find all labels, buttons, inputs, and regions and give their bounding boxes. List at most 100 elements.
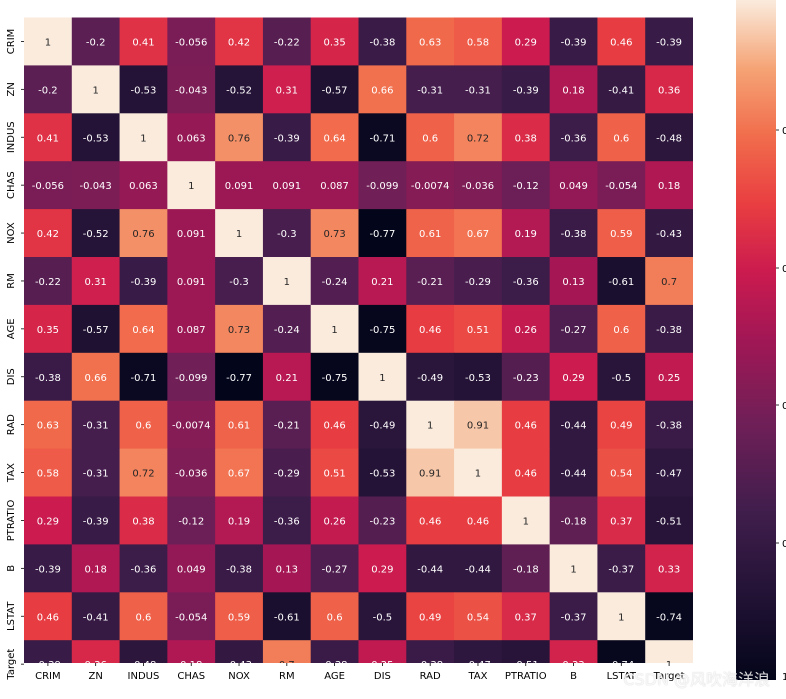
- heatmap-cell-B-DIS: [358, 544, 407, 593]
- heatmap-cell-NOX-RM: [262, 209, 312, 258]
- cell-label-B-LSTAT: -0.37: [608, 564, 634, 575]
- heatmap-cell-CHAS-NOX: [215, 161, 264, 210]
- cell-label-CRIM-AGE: 0.35: [323, 37, 345, 48]
- cell-label-RM-AGE: -0.24: [322, 277, 348, 288]
- heatmap-cell-PTRATIO-DIS: [358, 496, 407, 545]
- heatmap-cell-LSTAT-LSTAT: [597, 592, 646, 641]
- cell-label-RAD-AGE: 0.46: [323, 421, 345, 432]
- cell-label-INDUS-INDUS: 1: [140, 133, 146, 144]
- heatmap-cell-ZN-CRIM: [24, 65, 73, 114]
- cell-label-ZN-TAX: -0.31: [465, 85, 491, 96]
- heatmap-cell-B-Target: [645, 544, 693, 593]
- colorbar-tick-label: 0: [782, 264, 786, 275]
- cell-label-NOX-Target: -0.43: [656, 229, 682, 240]
- heatmap-cell-RM-AGE: [310, 257, 359, 306]
- cell-label-RAD-DIS: -0.49: [369, 421, 395, 432]
- cell-label-RAD-PTRATIO: 0.46: [515, 421, 537, 432]
- cell-label-LSTAT-B: -0.37: [561, 612, 587, 623]
- cell-label-ZN-B: 0.18: [562, 85, 584, 96]
- heatmap-cell-ZN-AGE: [310, 65, 359, 114]
- heatmap-cell-DIS-B: [549, 352, 598, 402]
- cell-label-INDUS-TAX: 0.72: [467, 133, 489, 144]
- heatmap-cell-NOX-AGE: [310, 209, 359, 258]
- heatmap-cell-INDUS-B: [549, 113, 598, 162]
- heatmap-cell-CRIM-TAX: [454, 17, 503, 66]
- cell-label-INDUS-B: -0.36: [561, 133, 587, 144]
- cell-label-DIS-RAD: -0.49: [417, 373, 443, 384]
- heatmap-cell-RM-RAD: [406, 257, 455, 306]
- heatmap-cell-PTRATIO-ZN: [71, 496, 121, 545]
- heatmap-cell-B-NOX: [215, 544, 264, 593]
- heatmap-cell-Target-CRIM: [24, 640, 73, 663]
- cell-label-CHAS-B: 0.049: [559, 181, 588, 192]
- heatmap-cell-TAX-Target: [645, 448, 693, 497]
- cell-label-ZN-RAD: -0.31: [417, 85, 443, 96]
- heatmap-cell-CHAS-B: [549, 161, 598, 210]
- heatmap-cell-NOX-DIS: [358, 209, 407, 258]
- cell-label-Target-B: 0.33: [562, 660, 584, 671]
- y-tick-label-CRIM: CRIM: [6, 29, 17, 55]
- heatmap-cell-NOX-Target: [645, 209, 693, 258]
- cell-label-Target-CRIM: -0.39: [35, 660, 61, 671]
- cell-label-B-CRIM: -0.39: [35, 564, 61, 575]
- heatmap-cell-AGE-DIS: [358, 304, 407, 354]
- cell-label-RAD-B: -0.44: [561, 421, 587, 432]
- y-tick-label-LSTAT: LSTAT: [6, 601, 17, 631]
- cell-label-TAX-ZN: -0.31: [83, 469, 109, 480]
- cell-label-TAX-DIS: -0.53: [369, 469, 395, 480]
- heatmap-cell-RM-B: [549, 257, 598, 306]
- heatmap-cell-TAX-TAX: [454, 448, 503, 497]
- heatmap-cell-ZN-RAD: [406, 65, 455, 114]
- heatmap-cell-Target-Target: [645, 640, 693, 663]
- heatmap-cell-TAX-ZN: [71, 448, 121, 497]
- cell-label-NOX-B: -0.38: [561, 229, 587, 240]
- cell-label-TAX-RAD: 0.91: [419, 469, 441, 480]
- heatmap-cell-INDUS-Target: [645, 113, 693, 162]
- cell-label-B-TAX: -0.44: [465, 564, 491, 575]
- heatmap-cell-RAD-RAD: [406, 400, 455, 450]
- x-tick-label-B: B: [570, 671, 577, 682]
- heatmap-cell-AGE-B: [549, 304, 598, 354]
- cell-label-AGE-AGE: 1: [331, 325, 337, 336]
- heatmap-cell-INDUS-PTRATIO: [501, 113, 551, 162]
- cell-label-DIS-LSTAT: -0.5: [612, 373, 632, 384]
- cell-label-ZN-PTRATIO: -0.39: [513, 85, 539, 96]
- heatmap-cell-ZN-PTRATIO: [501, 65, 551, 114]
- heatmap-cell-TAX-INDUS: [119, 448, 168, 497]
- heatmap-cell-CRIM-PTRATIO: [501, 17, 551, 66]
- cell-label-Target-CHAS: 0.18: [180, 660, 202, 671]
- heatmap-cell-PTRATIO-RAD: [406, 496, 455, 545]
- cell-label-ZN-NOX: -0.52: [226, 85, 252, 96]
- heatmap-cell-ZN-TAX: [454, 65, 503, 114]
- heatmap-cell-Target-INDUS: [119, 640, 168, 663]
- cell-label-B-RAD: -0.44: [417, 564, 443, 575]
- heatmap-cell-B-RAD: [406, 544, 455, 593]
- cell-label-INDUS-NOX: 0.76: [228, 133, 250, 144]
- cell-label-CHAS-NOX: 0.091: [225, 181, 254, 192]
- x-tick-label-CHAS: CHAS: [177, 671, 205, 682]
- heatmap-cell-AGE-LSTAT: [597, 304, 646, 354]
- cell-label-RM-RAD: -0.21: [417, 277, 443, 288]
- heatmap-cell-B-INDUS: [119, 544, 168, 593]
- cell-label-Target-DIS: 0.25: [371, 660, 393, 671]
- cell-label-PTRATIO-RM: -0.36: [274, 516, 300, 527]
- heatmap-cell-NOX-INDUS: [119, 209, 168, 258]
- cell-label-CRIM-NOX: 0.42: [228, 37, 250, 48]
- cell-label-DIS-INDUS: -0.71: [131, 373, 157, 384]
- cell-label-DIS-B: 0.29: [562, 373, 584, 384]
- cell-label-RM-CRIM: -0.22: [35, 277, 61, 288]
- cell-label-INDUS-Target: -0.48: [656, 133, 682, 144]
- heatmap-cell-RAD-Target: [645, 400, 693, 450]
- x-tick-label-LSTAT: LSTAT: [607, 671, 637, 682]
- heatmap-cell-PTRATIO-PTRATIO: [501, 496, 551, 545]
- y-tick-label-INDUS: INDUS: [6, 121, 17, 153]
- cell-label-ZN-INDUS: -0.53: [131, 85, 157, 96]
- cell-label-Target-TAX: -0.47: [465, 660, 491, 671]
- cell-label-INDUS-LSTAT: 0.6: [613, 133, 629, 144]
- cell-label-ZN-AGE: -0.57: [322, 85, 348, 96]
- heatmap-cell-INDUS-LSTAT: [597, 113, 646, 162]
- heatmap-cell-INDUS-CHAS: [167, 113, 216, 162]
- cell-label-RM-NOX: -0.3: [229, 277, 249, 288]
- cell-label-NOX-LSTAT: 0.59: [610, 229, 632, 240]
- cell-label-CRIM-PTRATIO: 0.29: [515, 37, 537, 48]
